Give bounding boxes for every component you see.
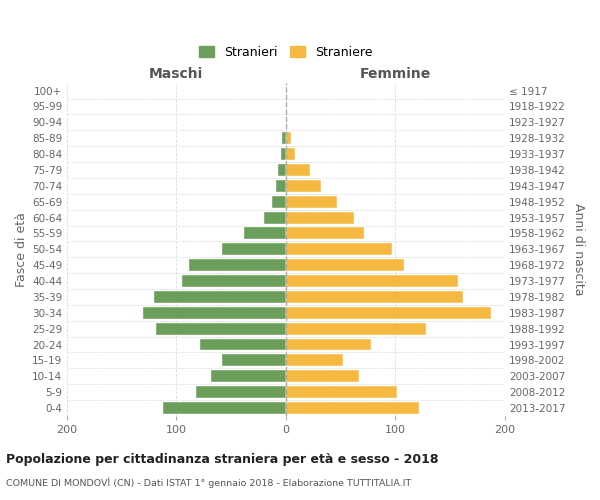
Bar bbox=[272, 196, 286, 207]
Bar bbox=[200, 338, 286, 350]
Bar bbox=[286, 307, 491, 319]
Text: Maschi: Maschi bbox=[149, 67, 203, 81]
Text: COMUNE DI MONDOVÌ (CN) - Dati ISTAT 1° gennaio 2018 - Elaborazione TUTTITALIA.IT: COMUNE DI MONDOVÌ (CN) - Dati ISTAT 1° g… bbox=[6, 478, 411, 488]
Bar bbox=[264, 212, 286, 224]
Bar bbox=[286, 228, 364, 239]
Text: Femmine: Femmine bbox=[359, 67, 431, 81]
Bar bbox=[286, 338, 371, 350]
Bar bbox=[286, 386, 397, 398]
Bar bbox=[143, 307, 286, 319]
Bar bbox=[286, 212, 353, 224]
Text: Popolazione per cittadinanza straniera per età e sesso - 2018: Popolazione per cittadinanza straniera p… bbox=[6, 452, 439, 466]
Bar bbox=[244, 228, 286, 239]
Y-axis label: Anni di nascita: Anni di nascita bbox=[572, 203, 585, 296]
Bar bbox=[286, 259, 404, 271]
Bar bbox=[286, 402, 419, 414]
Bar bbox=[157, 322, 286, 334]
Bar bbox=[286, 354, 343, 366]
Bar bbox=[182, 275, 286, 287]
Legend: Stranieri, Straniere: Stranieri, Straniere bbox=[195, 42, 376, 62]
Y-axis label: Fasce di età: Fasce di età bbox=[15, 212, 28, 286]
Bar bbox=[286, 322, 426, 334]
Bar bbox=[163, 402, 286, 414]
Bar bbox=[286, 370, 359, 382]
Bar bbox=[286, 132, 291, 144]
Bar bbox=[278, 164, 286, 176]
Bar bbox=[222, 244, 286, 256]
Bar bbox=[286, 148, 295, 160]
Bar bbox=[222, 354, 286, 366]
Bar bbox=[286, 164, 310, 176]
Bar bbox=[211, 370, 286, 382]
Bar bbox=[286, 275, 458, 287]
Bar bbox=[276, 180, 286, 192]
Bar bbox=[286, 291, 463, 303]
Bar bbox=[154, 291, 286, 303]
Bar bbox=[283, 132, 286, 144]
Bar bbox=[189, 259, 286, 271]
Bar bbox=[281, 148, 286, 160]
Bar bbox=[286, 244, 392, 256]
Bar bbox=[286, 180, 320, 192]
Bar bbox=[286, 196, 337, 207]
Bar bbox=[196, 386, 286, 398]
